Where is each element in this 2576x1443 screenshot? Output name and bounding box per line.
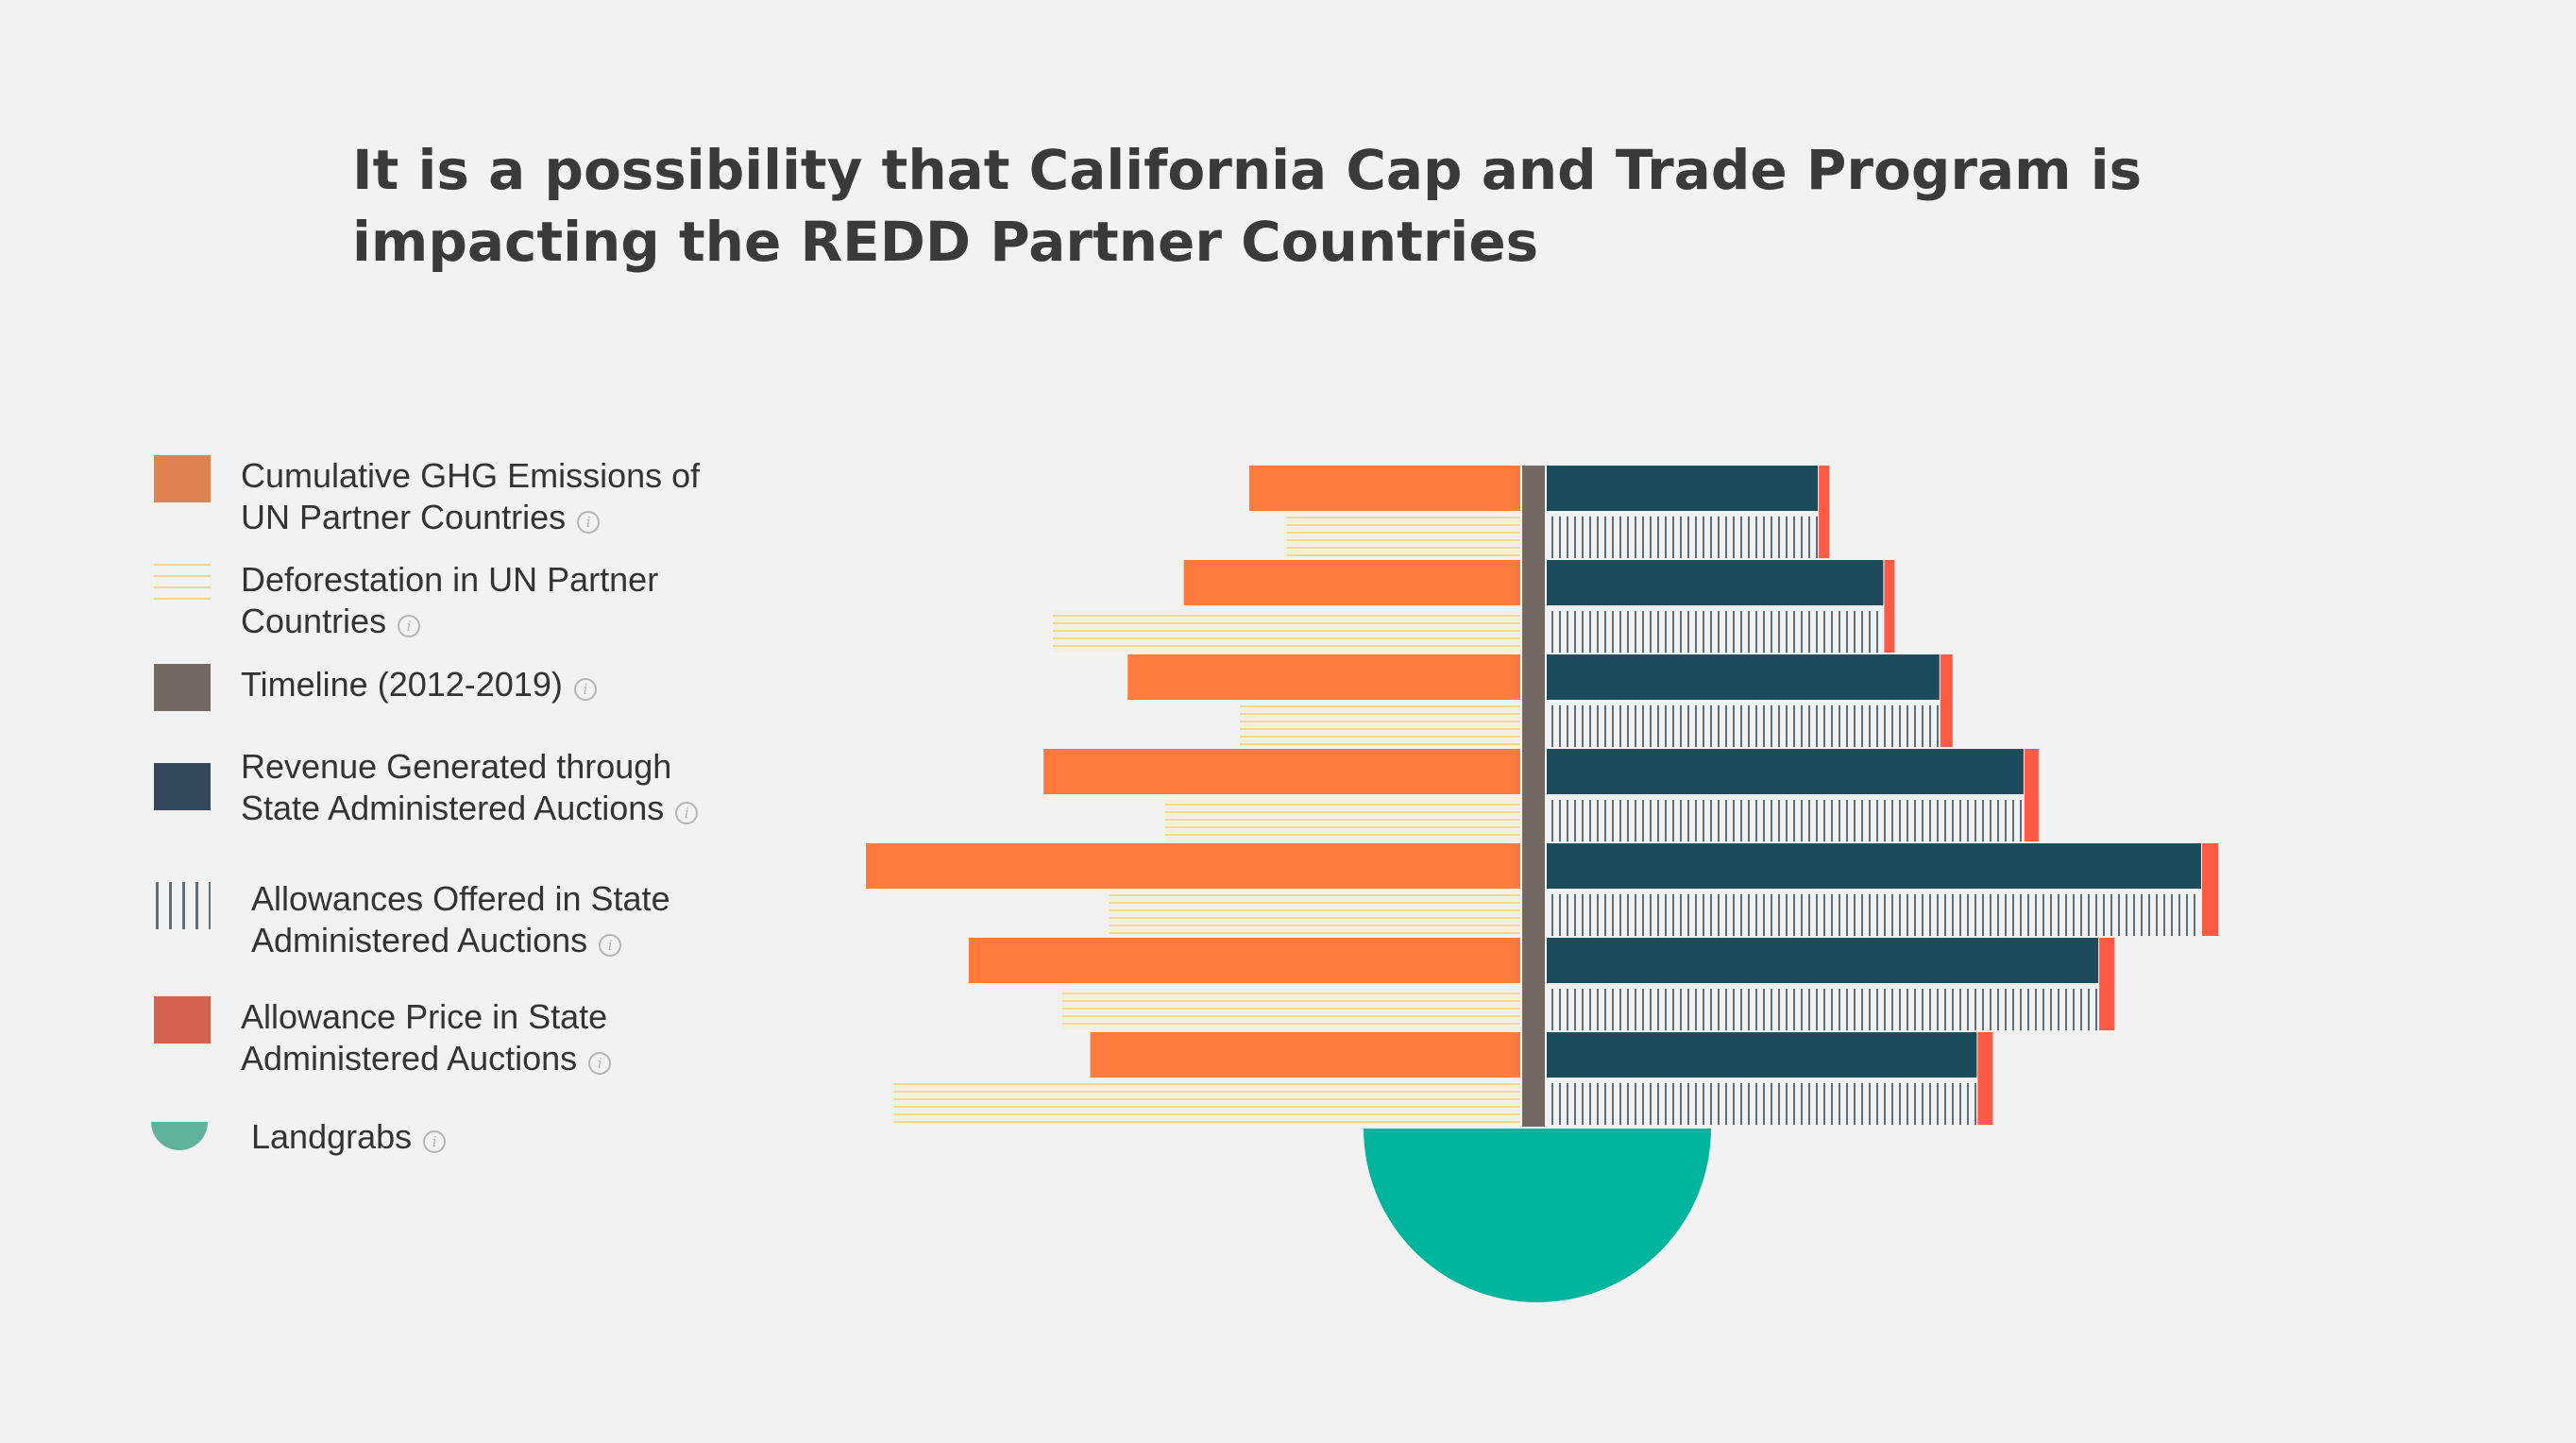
info-icon[interactable]: i (423, 1130, 447, 1153)
bar-revenue (1547, 560, 1884, 605)
legend-label-line: Deforestation in UN Partner (241, 560, 659, 599)
bar-ghg-emissions (1090, 1032, 1520, 1078)
legend-label: Allowance Price in State Administered Auc… (241, 996, 612, 1079)
legend-label-line: Landgrabs i (251, 1116, 447, 1158)
bar-deforestation (1061, 989, 1520, 1030)
landgrabs-half-circle (1364, 1129, 1711, 1302)
legend-label-line: Revenue Generated through (241, 747, 672, 786)
legend-swatch-orange-square-icon (154, 455, 211, 502)
bar-allowances-offered (1547, 517, 1819, 558)
bar-allowance-price (1884, 560, 1895, 653)
bar-deforestation (893, 1083, 1520, 1125)
timeline-axis (1522, 466, 1545, 1127)
legend-swatch-brown-square-icon (154, 664, 211, 711)
bar-allowances-offered (1547, 894, 2201, 936)
bar-allowance-price (1977, 1032, 1993, 1125)
info-icon[interactable]: i (398, 615, 421, 637)
legend-swatch-half-circle-icon (151, 1122, 208, 1150)
legend-label-line: Administered Auctions i (251, 920, 670, 961)
legend-label: Cumulative GHG Emissions of UN Partner Co… (241, 455, 700, 538)
legend-label-line: Allowances Offered in State (251, 879, 670, 918)
bar-revenue (1547, 654, 1940, 700)
legend-label-line: Administered Auctions i (241, 1038, 612, 1079)
bar-ghg-emissions (1043, 749, 1520, 794)
bar-revenue (1547, 1032, 1977, 1078)
bar-allowances-offered (1547, 800, 2024, 841)
info-icon[interactable]: i (573, 678, 597, 701)
legend-label: Deforestation in UN Partner Countries i (241, 559, 658, 642)
bar-ghg-emissions (1248, 466, 1520, 511)
legend-label-line: UN Partner Countries i (241, 497, 700, 538)
bar-allowance-price (2202, 843, 2218, 936)
bar-revenue (1547, 749, 2024, 794)
info-icon[interactable]: i (675, 802, 699, 824)
legend-label-line: Cumulative GHG Emissions of (241, 456, 701, 495)
bar-deforestation (1286, 517, 1520, 558)
legend-label: Revenue Generated through State Administe… (241, 746, 699, 829)
legend-swatch-horizontal-lines-icon (154, 559, 211, 604)
legend-label: Allowances Offered in State Administered … (251, 878, 670, 961)
legend-label: Landgrabs i (251, 1116, 447, 1158)
bar-ghg-emissions (968, 938, 1520, 983)
bar-deforestation (1053, 611, 1520, 653)
legend-label-line: Countries i (241, 601, 658, 642)
legend-label-line: Allowance Price in State (241, 997, 608, 1036)
legend-swatch-navy-square-icon (154, 763, 211, 810)
info-icon[interactable]: i (599, 934, 622, 957)
chart-title: It is a possibility that California Cap … (352, 138, 2143, 274)
legend-swatch-red-square-icon (154, 996, 211, 1044)
legend-label: Timeline (2012-2019) i (241, 664, 597, 705)
bar-revenue (1547, 466, 1819, 511)
bar-deforestation (1240, 705, 1520, 747)
legend-swatch-vertical-lines-icon (154, 882, 211, 929)
bar-revenue (1547, 938, 2099, 983)
bar-revenue (1547, 843, 2201, 889)
legend-label-line: State Administered Auctions i (241, 788, 699, 829)
bar-allowance-price (2024, 749, 2039, 841)
chart-legend: Cumulative GHG Emissions of UN Partner Co… (0, 0, 850, 1228)
bar-allowances-offered (1547, 1083, 1977, 1125)
bar-deforestation (1164, 800, 1520, 841)
info-icon[interactable]: i (588, 1052, 612, 1075)
bar-ghg-emissions (866, 843, 1520, 889)
bar-ghg-emissions (1127, 654, 1520, 700)
bar-allowances-offered (1547, 705, 1940, 747)
bar-deforestation (1109, 894, 1520, 936)
bar-allowance-price (1940, 654, 1953, 747)
bar-ghg-emissions (1183, 560, 1520, 605)
bar-allowance-price (2099, 938, 2115, 1030)
legend-label-line: Timeline (2012-2019) i (241, 664, 597, 705)
bar-allowance-price (1819, 466, 1830, 558)
bar-allowances-offered (1547, 989, 2099, 1030)
bar-allowances-offered (1547, 611, 1884, 653)
info-icon[interactable]: i (577, 511, 601, 534)
